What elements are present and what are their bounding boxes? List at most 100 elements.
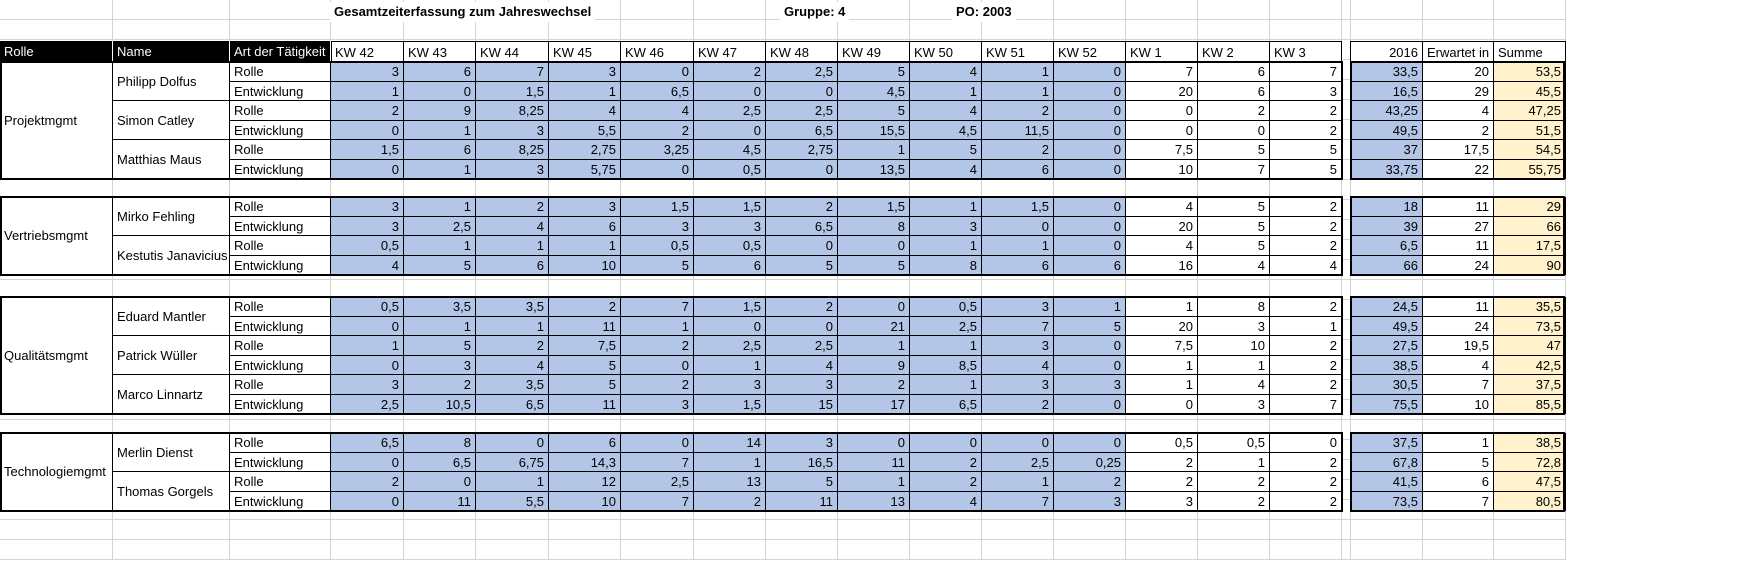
hours-cell[interactable]: 1 <box>694 452 766 472</box>
grid-cell[interactable] <box>1126 20 1198 40</box>
expected-cell[interactable]: 27 <box>1423 216 1494 236</box>
hours-cell[interactable]: 0 <box>838 236 910 256</box>
hours-cell[interactable]: 9 <box>404 101 476 121</box>
hours-cell[interactable]: 3 <box>766 433 838 453</box>
grid-cell[interactable] <box>1342 180 1351 200</box>
hours-cell[interactable]: 2 <box>1270 101 1342 121</box>
hours-cell[interactable]: 2 <box>404 375 476 395</box>
hours-cell[interactable]: 1 <box>982 62 1054 82</box>
grid-cell[interactable] <box>1126 520 1198 540</box>
hours-cell[interactable]: 2 <box>910 452 982 472</box>
grid-cell[interactable] <box>549 540 621 560</box>
grid-cell[interactable] <box>1350 20 1423 40</box>
header-week[interactable]: KW 2 <box>1198 41 1270 62</box>
grid-cell[interactable] <box>1423 540 1494 560</box>
hours-cell[interactable]: 1,5 <box>476 81 549 101</box>
hours-cell[interactable]: 1 <box>549 236 621 256</box>
hours-cell[interactable]: 6 <box>694 255 766 275</box>
hours-cell[interactable]: 3 <box>1054 375 1126 395</box>
hours-cell[interactable]: 7,5 <box>1126 336 1198 356</box>
hours-cell[interactable]: 2 <box>1270 375 1342 395</box>
hours-cell[interactable]: 5 <box>766 472 838 492</box>
hours-cell[interactable]: 0 <box>1270 433 1342 453</box>
hours-cell[interactable]: 1 <box>404 197 476 217</box>
hours-cell[interactable]: 4 <box>476 355 549 375</box>
hours-cell[interactable]: 20 <box>1126 216 1198 236</box>
expected-cell[interactable]: 11 <box>1423 197 1494 217</box>
sum-cell[interactable]: 55,75 <box>1494 159 1566 179</box>
hours-cell[interactable]: 5 <box>910 140 982 160</box>
year-total-cell[interactable]: 49,5 <box>1350 120 1423 140</box>
year-total-cell[interactable]: 66 <box>1350 255 1423 275</box>
activity-type[interactable]: Entwicklung <box>230 394 331 414</box>
hours-cell[interactable]: 5 <box>838 101 910 121</box>
activity-type[interactable]: Rolle <box>230 236 331 256</box>
header-erwartet[interactable]: Erwartet in <box>1423 41 1494 62</box>
grid-cell[interactable] <box>1342 420 1351 440</box>
hours-cell[interactable]: 2 <box>331 101 404 121</box>
activity-type[interactable]: Entwicklung <box>230 159 331 179</box>
hours-cell[interactable]: 7 <box>1126 62 1198 82</box>
sum-cell[interactable]: 90 <box>1494 255 1566 275</box>
sum-cell[interactable]: 47,25 <box>1494 101 1566 121</box>
sum-cell[interactable]: 54,5 <box>1494 140 1566 160</box>
grid-cell[interactable] <box>113 540 230 560</box>
hours-cell[interactable]: 2 <box>1270 216 1342 236</box>
grid-cell[interactable] <box>838 520 910 540</box>
hours-cell[interactable]: 2,5 <box>694 101 766 121</box>
sum-cell[interactable]: 29 <box>1494 197 1566 217</box>
hours-cell[interactable]: 0 <box>1054 120 1126 140</box>
hours-cell[interactable]: 1,5 <box>694 297 766 317</box>
grid-cell[interactable] <box>1054 20 1126 40</box>
hours-cell[interactable]: 3 <box>982 297 1054 317</box>
hours-cell[interactable]: 3 <box>1198 394 1270 414</box>
hours-cell[interactable]: 0 <box>766 81 838 101</box>
hours-cell[interactable]: 2 <box>838 375 910 395</box>
hours-cell[interactable]: 0 <box>331 355 404 375</box>
role-cell[interactable]: Projektmgmt <box>0 62 113 179</box>
hours-cell[interactable]: 5 <box>1054 316 1126 336</box>
hours-cell[interactable]: 2,5 <box>982 452 1054 472</box>
activity-type[interactable]: Entwicklung <box>230 355 331 375</box>
hours-cell[interactable]: 4 <box>910 101 982 121</box>
grid-cell[interactable] <box>549 520 621 540</box>
grid-cell[interactable] <box>982 0 1054 20</box>
hours-cell[interactable]: 0 <box>910 433 982 453</box>
grid-cell[interactable] <box>1198 0 1270 20</box>
header-week[interactable]: KW 51 <box>982 41 1054 62</box>
hours-cell[interactable]: 7 <box>621 452 694 472</box>
activity-type[interactable]: Entwicklung <box>230 120 331 140</box>
hours-cell[interactable]: 6,5 <box>404 452 476 472</box>
expected-cell[interactable]: 2 <box>1423 120 1494 140</box>
hours-cell[interactable]: 1 <box>404 236 476 256</box>
expected-cell[interactable]: 6 <box>1423 472 1494 492</box>
header-week[interactable]: KW 43 <box>404 41 476 62</box>
hours-cell[interactable]: 3 <box>1054 491 1126 511</box>
grid-cell[interactable] <box>404 520 476 540</box>
hours-cell[interactable]: 7,5 <box>549 336 621 356</box>
grid-cell[interactable] <box>1342 540 1351 560</box>
hours-cell[interactable]: 3,5 <box>476 297 549 317</box>
grid-cell[interactable] <box>549 20 621 40</box>
hours-cell[interactable]: 0 <box>1054 433 1126 453</box>
hours-cell[interactable]: 5 <box>549 355 621 375</box>
hours-cell[interactable]: 1 <box>982 81 1054 101</box>
grid-cell[interactable] <box>1198 540 1270 560</box>
grid-cell[interactable] <box>1270 20 1342 40</box>
hours-cell[interactable]: 3 <box>331 375 404 395</box>
hours-cell[interactable]: 7 <box>982 316 1054 336</box>
hours-cell[interactable]: 3 <box>621 216 694 236</box>
hours-cell[interactable]: 7 <box>476 62 549 82</box>
hours-cell[interactable]: 2 <box>982 140 1054 160</box>
grid-cell[interactable] <box>1423 0 1494 20</box>
grid-cell[interactable] <box>694 20 766 40</box>
hours-cell[interactable]: 3 <box>910 216 982 236</box>
year-total-cell[interactable]: 30,5 <box>1350 375 1423 395</box>
hours-cell[interactable]: 9 <box>838 355 910 375</box>
hours-cell[interactable]: 2 <box>1270 197 1342 217</box>
grid-cell[interactable] <box>621 540 694 560</box>
hours-cell[interactable]: 1 <box>1126 375 1198 395</box>
hours-cell[interactable]: 2,5 <box>766 101 838 121</box>
expected-cell[interactable]: 20 <box>1423 62 1494 82</box>
grid-cell[interactable] <box>982 20 1054 40</box>
